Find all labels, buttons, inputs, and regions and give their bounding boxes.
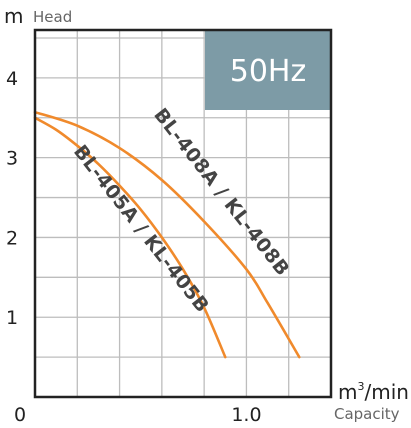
x-tick-label: 1.0 <box>231 404 261 426</box>
axis-ticks: 1 2 3 4 0 1.0 <box>6 68 262 426</box>
series-lines <box>33 110 301 359</box>
frequency-badge: 50Hz <box>205 30 331 110</box>
x-axis-unit-base: m <box>338 380 357 404</box>
x-tick-label: 0 <box>14 404 26 426</box>
x-axis-unit: m3/min <box>338 380 409 404</box>
frequency-badge-box <box>205 30 331 110</box>
y-tick-label: 2 <box>6 227 18 249</box>
plot-frame <box>33 28 333 399</box>
y-tick-label: 3 <box>6 148 18 170</box>
y-tick-label: 4 <box>6 68 18 90</box>
frequency-badge-label: 50Hz <box>230 54 306 89</box>
x-axis-unit-sup: 3 <box>357 380 364 393</box>
y-tick-label: 1 <box>6 307 18 329</box>
y-axis-unit: m <box>4 4 23 28</box>
y-axis-label: Head <box>33 8 72 26</box>
x-axis-unit-tail: /min <box>364 380 408 404</box>
series-line <box>33 116 227 359</box>
x-axis-label: Capacity <box>334 405 400 423</box>
axis-titles: m Head m3/min Capacity <box>4 4 409 423</box>
series-line <box>33 110 301 359</box>
